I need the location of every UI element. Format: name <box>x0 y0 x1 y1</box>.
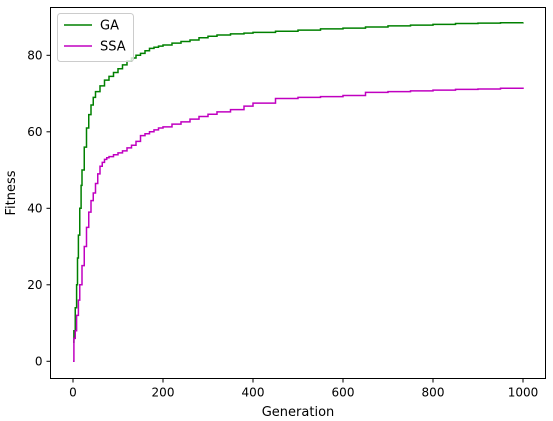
axes: 0 200 400 600 800 1000 0 20 40 60 80 <box>27 7 546 400</box>
y-tick-label: 20 <box>27 278 42 292</box>
x-tick-label: 600 <box>332 386 355 400</box>
x-tick-label: 200 <box>152 386 175 400</box>
series-line-ssa <box>73 87 524 363</box>
legend: GA SSA <box>57 13 134 62</box>
x-tick-label: 0 <box>69 386 77 400</box>
x-tick-label: 1000 <box>508 386 539 400</box>
legend-label-ssa: SSA <box>100 40 126 55</box>
y-tick-label: 40 <box>27 201 42 215</box>
y-tick-label: 80 <box>27 48 42 62</box>
x-tick-label: 800 <box>422 386 445 400</box>
y-axis-label: Fitness <box>4 170 19 215</box>
legend-label-ga: GA <box>100 19 119 34</box>
plot-area <box>73 22 524 363</box>
series-line-ga <box>73 22 524 343</box>
axes-frame <box>50 7 546 379</box>
x-axis-label: Generation <box>262 405 335 420</box>
x-tick-label: 400 <box>242 386 265 400</box>
y-tick-label: 0 <box>35 354 43 368</box>
y-tick-label: 60 <box>27 125 42 139</box>
